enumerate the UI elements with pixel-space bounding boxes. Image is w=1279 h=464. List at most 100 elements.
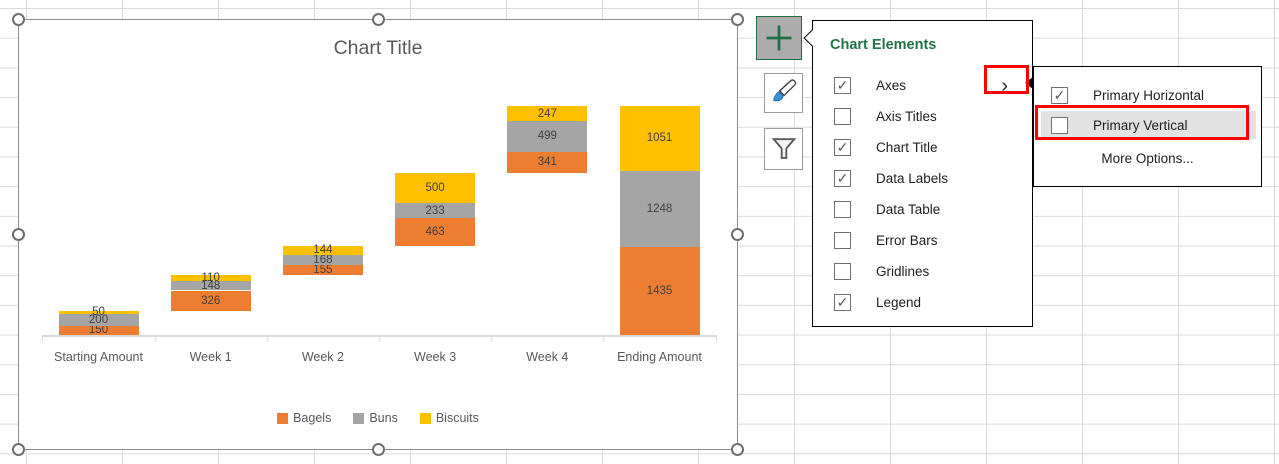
- bar-segment-bagels[interactable]: [58, 325, 139, 335]
- axes-submenu: ✓ Primary Horizontal Primary Vertical More…: [1033, 66, 1262, 187]
- data-label: 150: [88, 324, 109, 337]
- chart-element-item-axes[interactable]: ✓ Axes ›: [813, 70, 1032, 101]
- bar-segment-bagels[interactable]: [170, 290, 251, 311]
- data-label: 144: [313, 244, 333, 257]
- data-label: 341: [537, 156, 557, 169]
- data-label: 499: [537, 130, 557, 143]
- data-label: 155: [313, 263, 333, 276]
- bar-segment-bagels[interactable]: [395, 217, 476, 246]
- category-axis: [42, 335, 716, 337]
- legend-swatch: [419, 412, 431, 424]
- chart-filters-button[interactable]: [764, 128, 803, 170]
- chart-element-item-data-table[interactable]: Data Table: [813, 194, 1032, 225]
- checkbox-checked[interactable]: ✓: [1051, 86, 1068, 104]
- checkbox-unchecked[interactable]: [834, 108, 851, 125]
- legend-swatch: [353, 412, 365, 424]
- axes-submenu-item-primary-horizontal[interactable]: ✓ Primary Horizontal: [1034, 81, 1261, 109]
- resize-handle-bottom-middle[interactable]: [371, 443, 385, 456]
- legend-swatch: [277, 412, 289, 424]
- checkbox-checked[interactable]: ✓: [834, 294, 851, 311]
- checkbox-unchecked[interactable]: [1051, 116, 1068, 134]
- chart-element-item-error-bars[interactable]: Error Bars: [813, 225, 1032, 256]
- more-options-item[interactable]: More Options...: [1101, 151, 1194, 166]
- bar-segment-biscuits[interactable]: [282, 246, 363, 255]
- bar-segment-buns[interactable]: [282, 254, 363, 266]
- data-label: 463: [425, 225, 445, 238]
- checkbox-checked[interactable]: ✓: [834, 170, 851, 187]
- chart-element-item-axis-titles[interactable]: Axis Titles: [813, 101, 1032, 132]
- data-label: 500: [425, 182, 445, 194]
- menu-item-label: Data Table: [876, 202, 941, 217]
- axis-tick: [603, 335, 605, 341]
- resize-handle-top-right[interactable]: [731, 13, 744, 26]
- legend-item-bagels[interactable]: Bagels: [277, 411, 331, 425]
- bar-segment-bagels[interactable]: [619, 247, 700, 335]
- data-label: 110: [201, 272, 220, 284]
- data-label: 1051: [646, 132, 673, 145]
- data-label: 247: [537, 107, 557, 120]
- bar-segment-buns[interactable]: [619, 170, 700, 247]
- submenu-hover-highlight: [1041, 111, 1256, 139]
- plus-icon: [766, 25, 792, 51]
- category-label: Week 3: [414, 350, 457, 364]
- legend-item-buns[interactable]: Buns: [353, 411, 398, 425]
- category-label: Starting Amount: [54, 350, 143, 364]
- resize-handle-middle-right[interactable]: [731, 228, 744, 241]
- chart-elements-popup: Chart Elements ✓ Axes › Axis Titles ✓ Chart T…: [812, 20, 1033, 327]
- popup-title: Chart Elements: [830, 37, 937, 53]
- resize-handle-bottom-left[interactable]: [12, 443, 25, 456]
- chart-object[interactable]: Chart Title 150 200 50 Starting Amount 326 14…: [12, 13, 744, 456]
- data-label: 148: [201, 279, 221, 292]
- bar-segment-buns[interactable]: [507, 121, 588, 152]
- menu-item-label: Gridlines: [876, 264, 930, 279]
- bar-segment-buns[interactable]: [170, 281, 251, 291]
- data-label: 326: [201, 294, 221, 307]
- resize-handle-middle-left[interactable]: [12, 228, 25, 241]
- chart-title[interactable]: Chart Title: [333, 37, 423, 59]
- axis-tick: [491, 335, 493, 341]
- axis-tick: [154, 335, 156, 341]
- checkbox-unchecked[interactable]: [834, 232, 851, 249]
- chart-element-item-data-labels[interactable]: ✓ Data Labels: [813, 163, 1032, 194]
- menu-item-label: Error Bars: [876, 233, 938, 248]
- legend-item-biscuits[interactable]: Biscuits: [419, 411, 479, 425]
- resize-handle-top-middle[interactable]: [371, 13, 385, 26]
- bar-segment-bagels[interactable]: [282, 265, 363, 275]
- category-label: Week 1: [189, 350, 232, 364]
- bar-segment-biscuits[interactable]: [507, 106, 588, 122]
- checkbox-unchecked[interactable]: [834, 201, 851, 218]
- data-label: 168: [313, 254, 333, 266]
- axis-tick: [266, 335, 268, 341]
- checkbox-checked[interactable]: ✓: [834, 77, 851, 94]
- checkbox-unchecked[interactable]: [834, 263, 851, 280]
- checkbox-checked[interactable]: ✓: [834, 139, 851, 156]
- resize-handle-top-left[interactable]: [12, 13, 25, 26]
- bar-segment-buns[interactable]: [395, 203, 476, 218]
- bar-segment-bagels[interactable]: [507, 151, 588, 173]
- legend-label: Biscuits: [435, 411, 479, 425]
- chart-legend[interactable]: Bagels Buns Biscuits: [19, 411, 737, 425]
- brush-icon: [772, 79, 796, 102]
- menu-item-label: Chart Title: [876, 140, 938, 155]
- data-label: 1248: [646, 202, 673, 215]
- bar-segment-biscuits[interactable]: [395, 172, 476, 204]
- chart-styles-button[interactable]: [764, 73, 803, 113]
- bar-segment-buns[interactable]: [58, 313, 139, 326]
- menu-item-label: Axis Titles: [876, 109, 937, 124]
- bar-segment-biscuits[interactable]: [619, 106, 700, 171]
- axis-tick: [715, 335, 717, 341]
- menu-item-label: Data Labels: [876, 171, 949, 186]
- bar-segment-biscuits[interactable]: [170, 274, 251, 282]
- resize-handle-bottom-right[interactable]: [731, 443, 744, 456]
- submenu-callout-arrow-icon: [1025, 77, 1033, 89]
- submenu-arrow-icon[interactable]: ›: [1001, 74, 1008, 97]
- axes-submenu-item-primary-vertical[interactable]: Primary Vertical: [1034, 111, 1261, 139]
- legend-label: Bagels: [293, 411, 332, 425]
- chart-element-item-legend[interactable]: ✓ Legend: [813, 287, 1032, 318]
- menu-item-label: Axes: [876, 78, 907, 93]
- chart-elements-button[interactable]: [756, 16, 802, 60]
- chart-element-item-chart-title[interactable]: ✓ Chart Title: [813, 132, 1032, 163]
- chart-element-item-gridlines[interactable]: Gridlines: [813, 256, 1032, 287]
- bar-segment-biscuits[interactable]: [58, 310, 139, 314]
- axis-tick: [42, 335, 44, 341]
